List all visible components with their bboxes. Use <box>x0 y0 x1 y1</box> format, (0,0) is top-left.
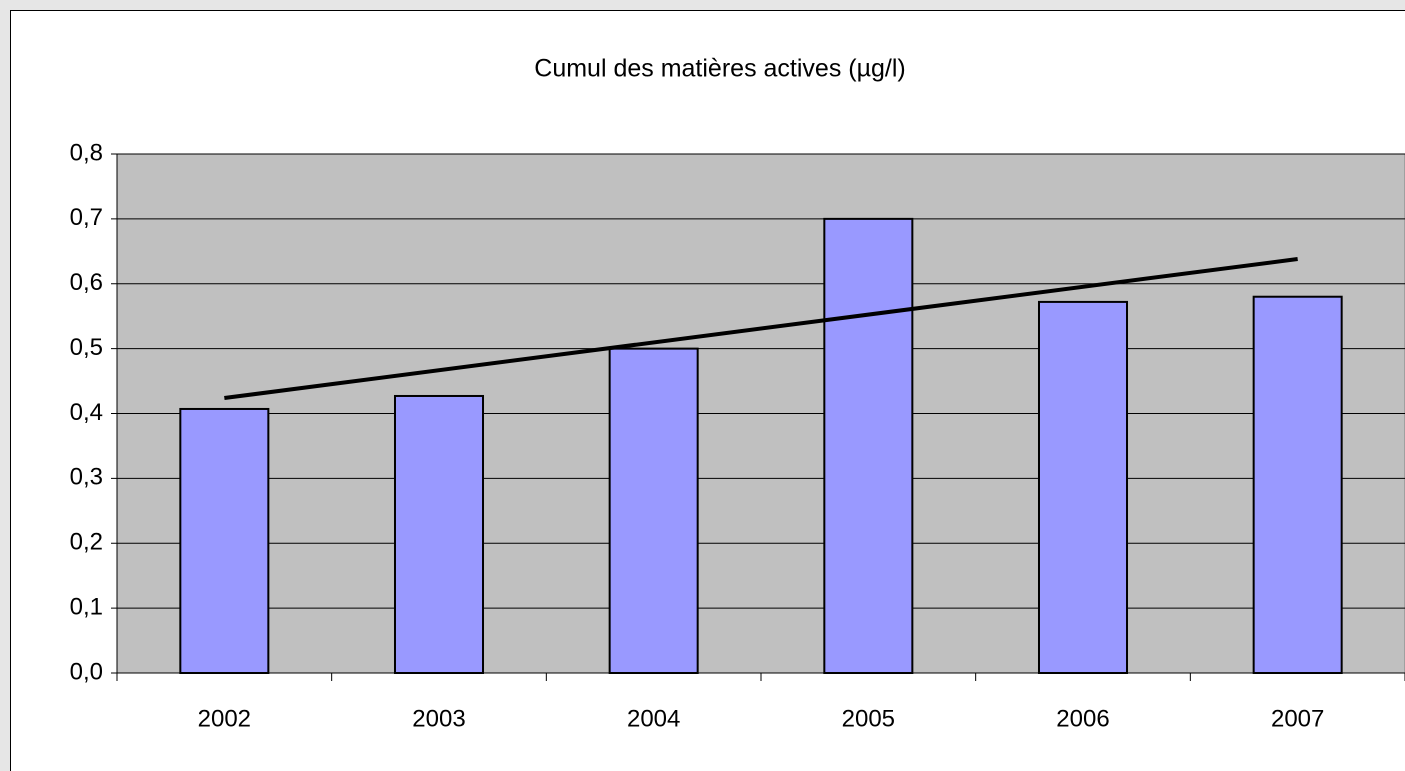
y-tick-label: 0,6 <box>70 269 103 296</box>
bar <box>393 394 485 674</box>
chart-title: Cumul des matières actives (µg/l) <box>534 55 905 83</box>
x-tick-label: 2006 <box>1056 705 1109 732</box>
y-tick-label: 0,8 <box>70 139 103 166</box>
y-tick-label: 0,3 <box>70 464 103 491</box>
x-tick-label: 2002 <box>198 705 251 732</box>
bar <box>823 217 914 674</box>
bar <box>1037 300 1129 674</box>
trend-line <box>224 257 1298 401</box>
y-tick-label: 0,4 <box>70 399 103 426</box>
bar <box>608 347 699 674</box>
bar <box>179 407 270 674</box>
bar <box>1252 295 1343 674</box>
y-tick-label: 0,0 <box>70 658 103 685</box>
x-tick-label: 2007 <box>1271 705 1324 732</box>
x-tick-label: 2005 <box>842 705 895 732</box>
y-tick-label: 0,5 <box>70 334 103 361</box>
y-tick-label: 0,1 <box>70 593 103 620</box>
y-tick-label: 0,2 <box>70 529 103 556</box>
x-tick-label: 2004 <box>627 705 680 732</box>
y-tick-label: 0,7 <box>70 204 103 231</box>
x-tick-label: 2003 <box>412 705 465 732</box>
